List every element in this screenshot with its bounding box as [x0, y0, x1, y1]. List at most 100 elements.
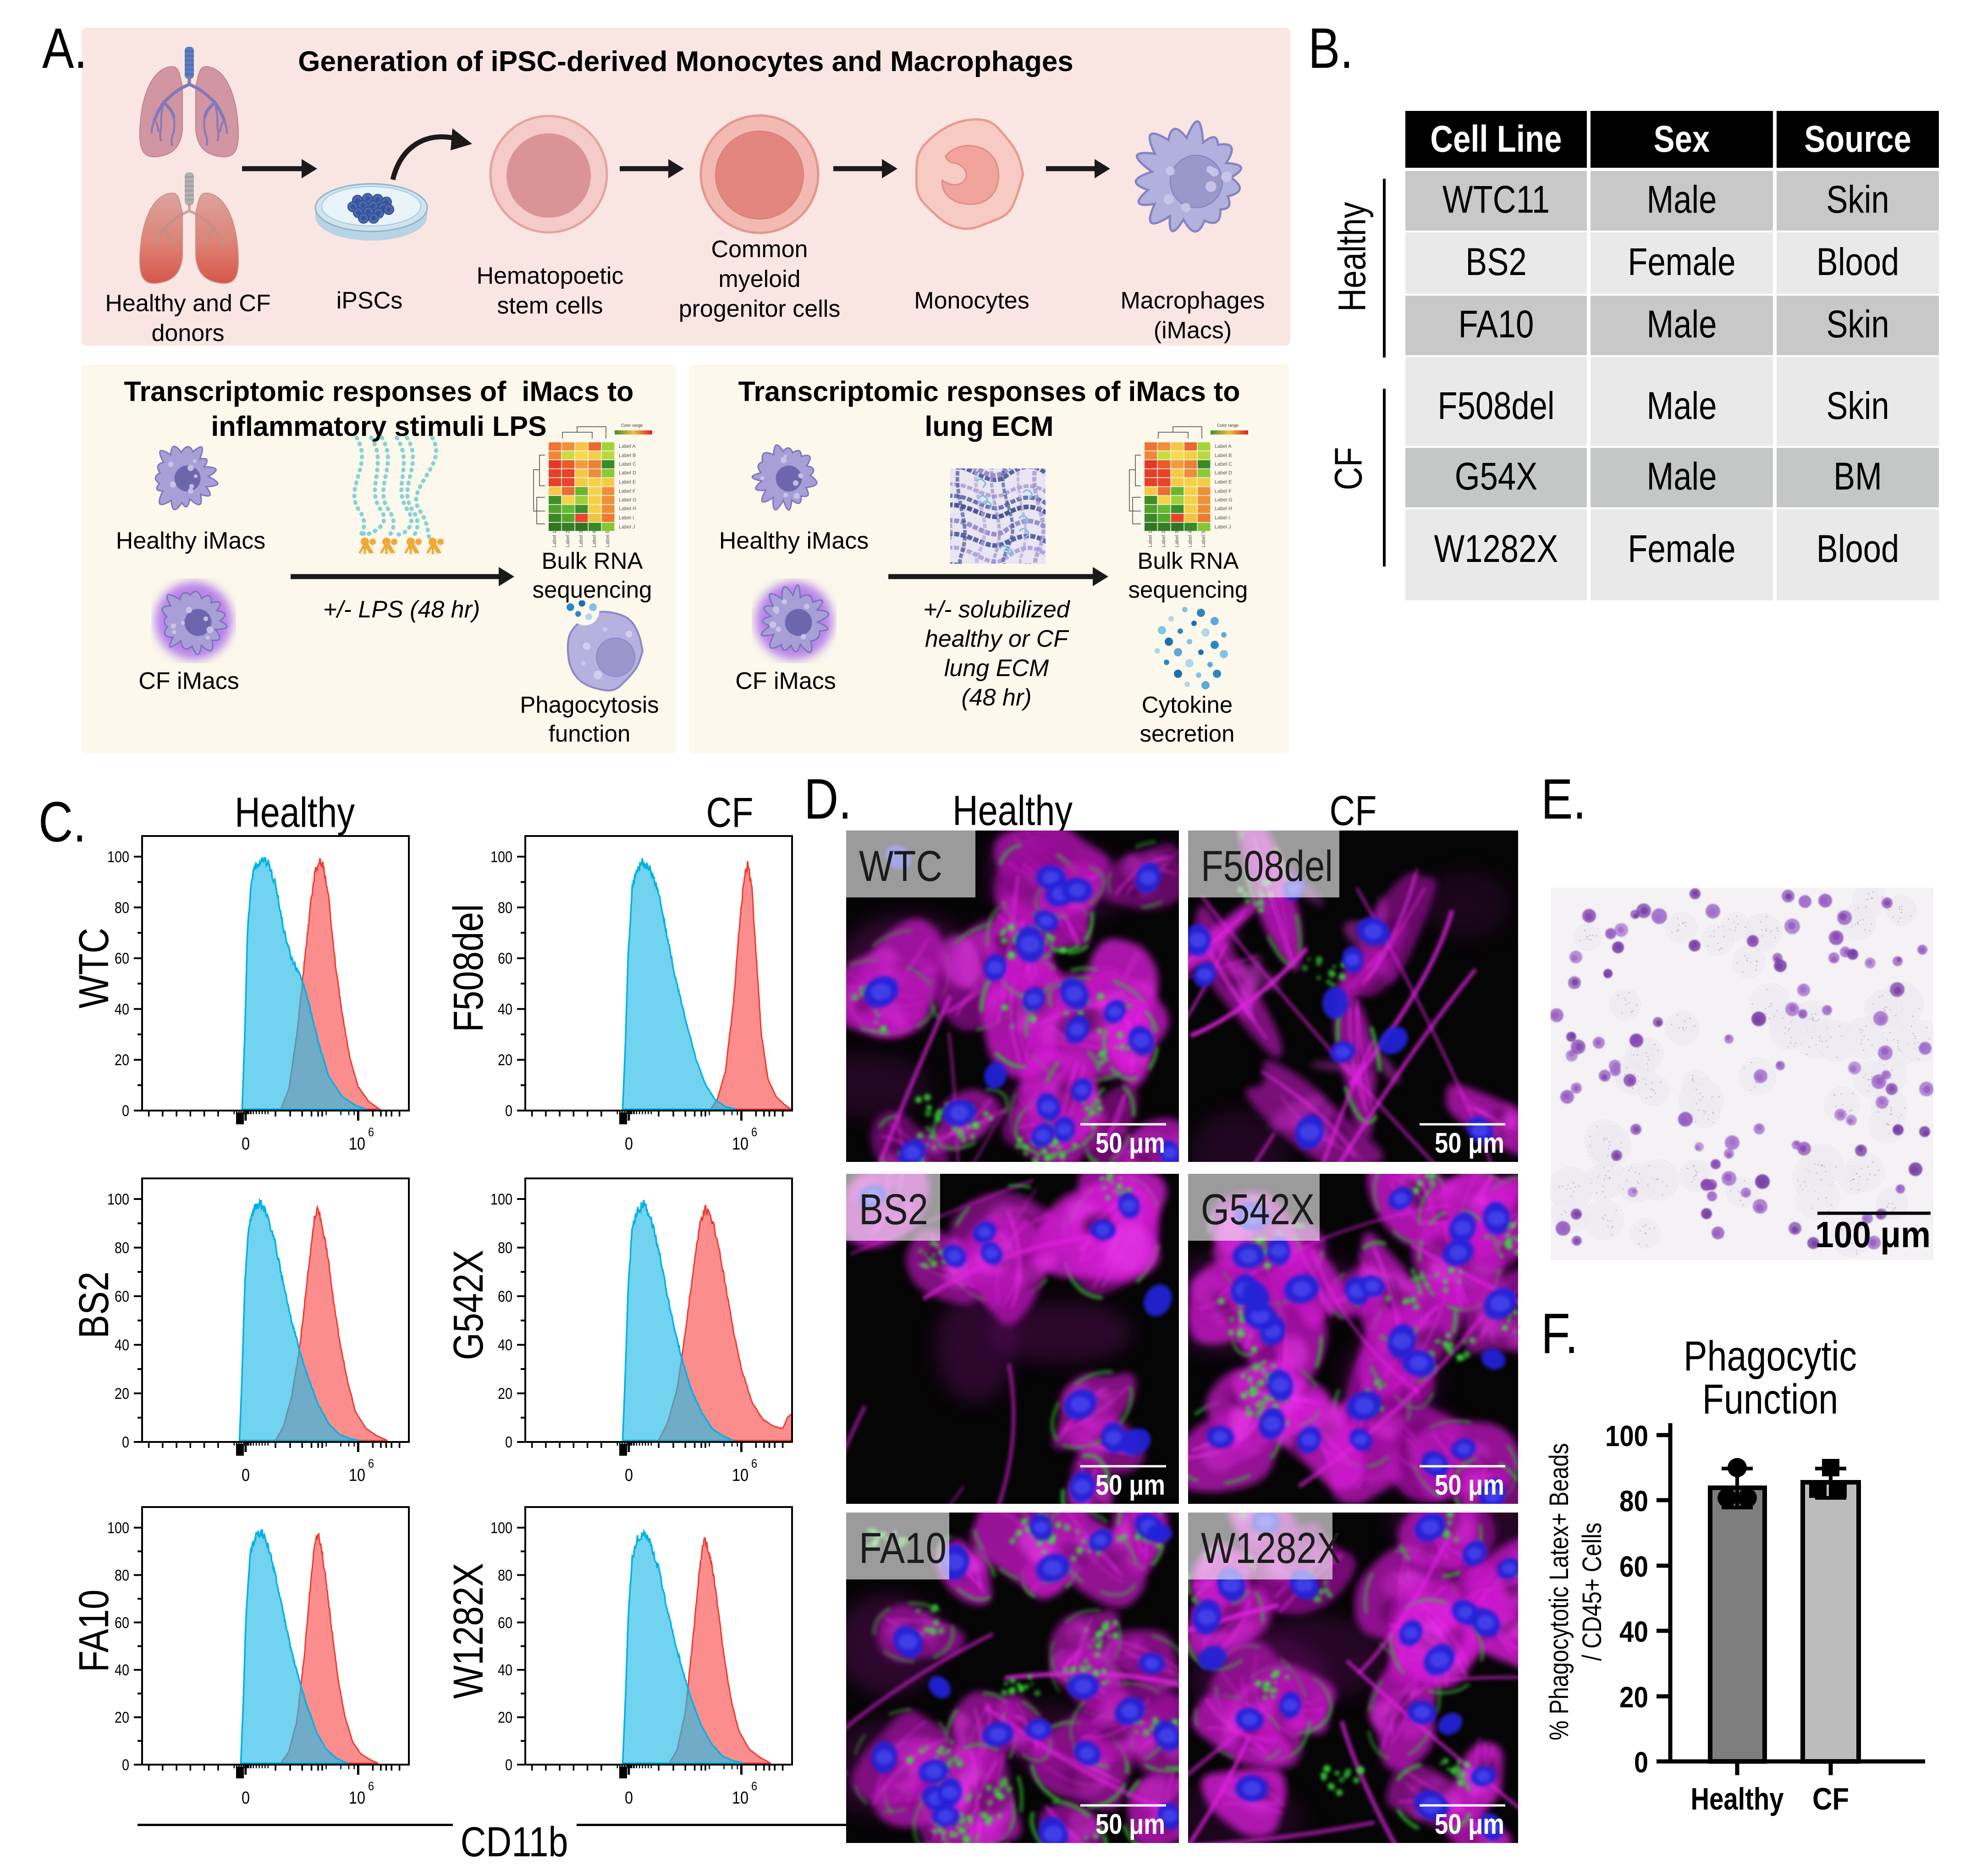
svg-text:Label 1: Label 1 [552, 531, 557, 547]
svg-text:100: 100 [1605, 1419, 1648, 1452]
svg-text:60: 60 [498, 1288, 512, 1305]
svg-text:Label I: Label I [1215, 515, 1230, 521]
svg-text:60: 60 [1619, 1550, 1648, 1583]
svg-text:Label F: Label F [1215, 489, 1232, 494]
svg-text:Label 3: Label 3 [1174, 531, 1180, 547]
svg-text:WTC: WTC [859, 842, 942, 891]
svg-text:Label 3: Label 3 [578, 531, 584, 547]
svg-text:Label B: Label B [619, 453, 636, 458]
svg-text:60: 60 [115, 1614, 129, 1632]
svg-text:W1282X: W1282X [1201, 1524, 1341, 1573]
svg-text:Color range: Color range [621, 423, 643, 428]
svg-text:40: 40 [498, 1337, 512, 1354]
svg-text:0: 0 [242, 1788, 250, 1808]
svg-text:Label J: Label J [1215, 524, 1231, 530]
svg-text:Label 5: Label 5 [605, 531, 611, 547]
svg-text:0: 0 [242, 1466, 250, 1485]
svg-text:Label D: Label D [1215, 470, 1232, 476]
svg-text:0: 0 [625, 1466, 633, 1485]
svg-text:100: 100 [490, 848, 512, 866]
svg-text:6: 6 [751, 1779, 757, 1793]
svg-text:40: 40 [115, 1001, 129, 1018]
svg-text:Label 2: Label 2 [565, 531, 571, 547]
svg-text:80: 80 [498, 1567, 512, 1584]
svg-text:50 μm: 50 μm [1095, 1469, 1165, 1501]
svg-text:60: 60 [498, 1614, 512, 1632]
svg-text:20: 20 [115, 1051, 129, 1069]
svg-text:Label D: Label D [619, 470, 636, 476]
svg-text:Label A: Label A [1215, 444, 1232, 449]
svg-text:10: 10 [732, 1466, 749, 1485]
svg-text:40: 40 [115, 1337, 129, 1354]
svg-text:100: 100 [490, 1519, 512, 1537]
svg-text:0: 0 [625, 1788, 633, 1808]
svg-text:6: 6 [368, 1779, 374, 1793]
svg-text:Color range: Color range [1217, 423, 1238, 428]
svg-text:F508del: F508del [1201, 842, 1333, 891]
svg-text:6: 6 [368, 1125, 374, 1139]
svg-text:40: 40 [498, 1001, 512, 1018]
svg-text:6: 6 [751, 1125, 757, 1139]
svg-text:10: 10 [349, 1788, 365, 1808]
svg-text:80: 80 [115, 899, 129, 917]
svg-text:10: 10 [732, 1788, 749, 1808]
svg-text:50 μm: 50 μm [1095, 1128, 1165, 1159]
svg-text:Label 4: Label 4 [592, 531, 597, 547]
svg-text:20: 20 [115, 1709, 129, 1727]
svg-text:60: 60 [498, 950, 512, 968]
svg-text:10: 10 [349, 1134, 365, 1154]
svg-text:50 μm: 50 μm [1435, 1469, 1504, 1501]
svg-text:0: 0 [505, 1102, 512, 1120]
svg-text:0: 0 [1634, 1746, 1648, 1779]
svg-text:Label F: Label F [619, 489, 636, 494]
svg-text:50 μm: 50 μm [1435, 1809, 1504, 1840]
svg-text:0: 0 [122, 1756, 129, 1774]
svg-text:6: 6 [368, 1457, 374, 1470]
svg-text:Label C: Label C [1215, 462, 1232, 467]
svg-text:Label 4: Label 4 [1188, 531, 1193, 547]
svg-text:60: 60 [115, 1288, 129, 1305]
svg-text:6: 6 [751, 1457, 757, 1470]
svg-text:Label H: Label H [1215, 506, 1232, 512]
svg-text:0: 0 [505, 1756, 512, 1774]
svg-text:Label 5: Label 5 [1201, 531, 1206, 547]
svg-text:100: 100 [107, 848, 129, 866]
svg-text:20: 20 [498, 1709, 512, 1727]
svg-text:Label I: Label I [619, 515, 634, 521]
svg-text:0: 0 [122, 1434, 129, 1451]
svg-text:Label J: Label J [619, 524, 635, 530]
svg-text:Label 2: Label 2 [1161, 531, 1167, 547]
svg-text:10: 10 [349, 1466, 365, 1485]
svg-text:FA10: FA10 [859, 1524, 947, 1573]
svg-text:80: 80 [115, 1567, 129, 1584]
svg-text:Label B: Label B [1215, 453, 1232, 458]
svg-text:G542X: G542X [1201, 1185, 1315, 1234]
svg-text:CF: CF [1812, 1782, 1849, 1816]
svg-text:Healthy: Healthy [1691, 1782, 1784, 1816]
svg-text:100 μm: 100 μm [1815, 1214, 1931, 1255]
svg-text:100: 100 [490, 1191, 512, 1208]
svg-text:0: 0 [242, 1134, 250, 1154]
svg-text:80: 80 [498, 899, 512, 917]
svg-text:20: 20 [498, 1051, 512, 1069]
svg-text:100: 100 [107, 1191, 129, 1208]
svg-text:20: 20 [1619, 1681, 1648, 1714]
svg-text:Label 1: Label 1 [1148, 531, 1153, 547]
svg-text:Label G: Label G [619, 497, 637, 503]
svg-text:Label E: Label E [1215, 479, 1232, 485]
svg-text:0: 0 [505, 1434, 512, 1451]
svg-text:0: 0 [625, 1134, 633, 1154]
svg-text:Label G: Label G [1215, 497, 1233, 503]
svg-text:Label H: Label H [619, 506, 636, 512]
svg-text:50 μm: 50 μm [1435, 1128, 1504, 1159]
svg-text:100: 100 [107, 1519, 129, 1537]
svg-text:40: 40 [1619, 1615, 1648, 1648]
svg-text:20: 20 [115, 1385, 129, 1403]
svg-text:40: 40 [115, 1661, 129, 1679]
svg-text:80: 80 [1619, 1485, 1648, 1518]
svg-text:20: 20 [498, 1385, 512, 1403]
svg-text:50 μm: 50 μm [1095, 1809, 1165, 1840]
svg-text:Label A: Label A [619, 444, 636, 449]
svg-text:10: 10 [732, 1134, 749, 1154]
svg-text:40: 40 [498, 1661, 512, 1679]
